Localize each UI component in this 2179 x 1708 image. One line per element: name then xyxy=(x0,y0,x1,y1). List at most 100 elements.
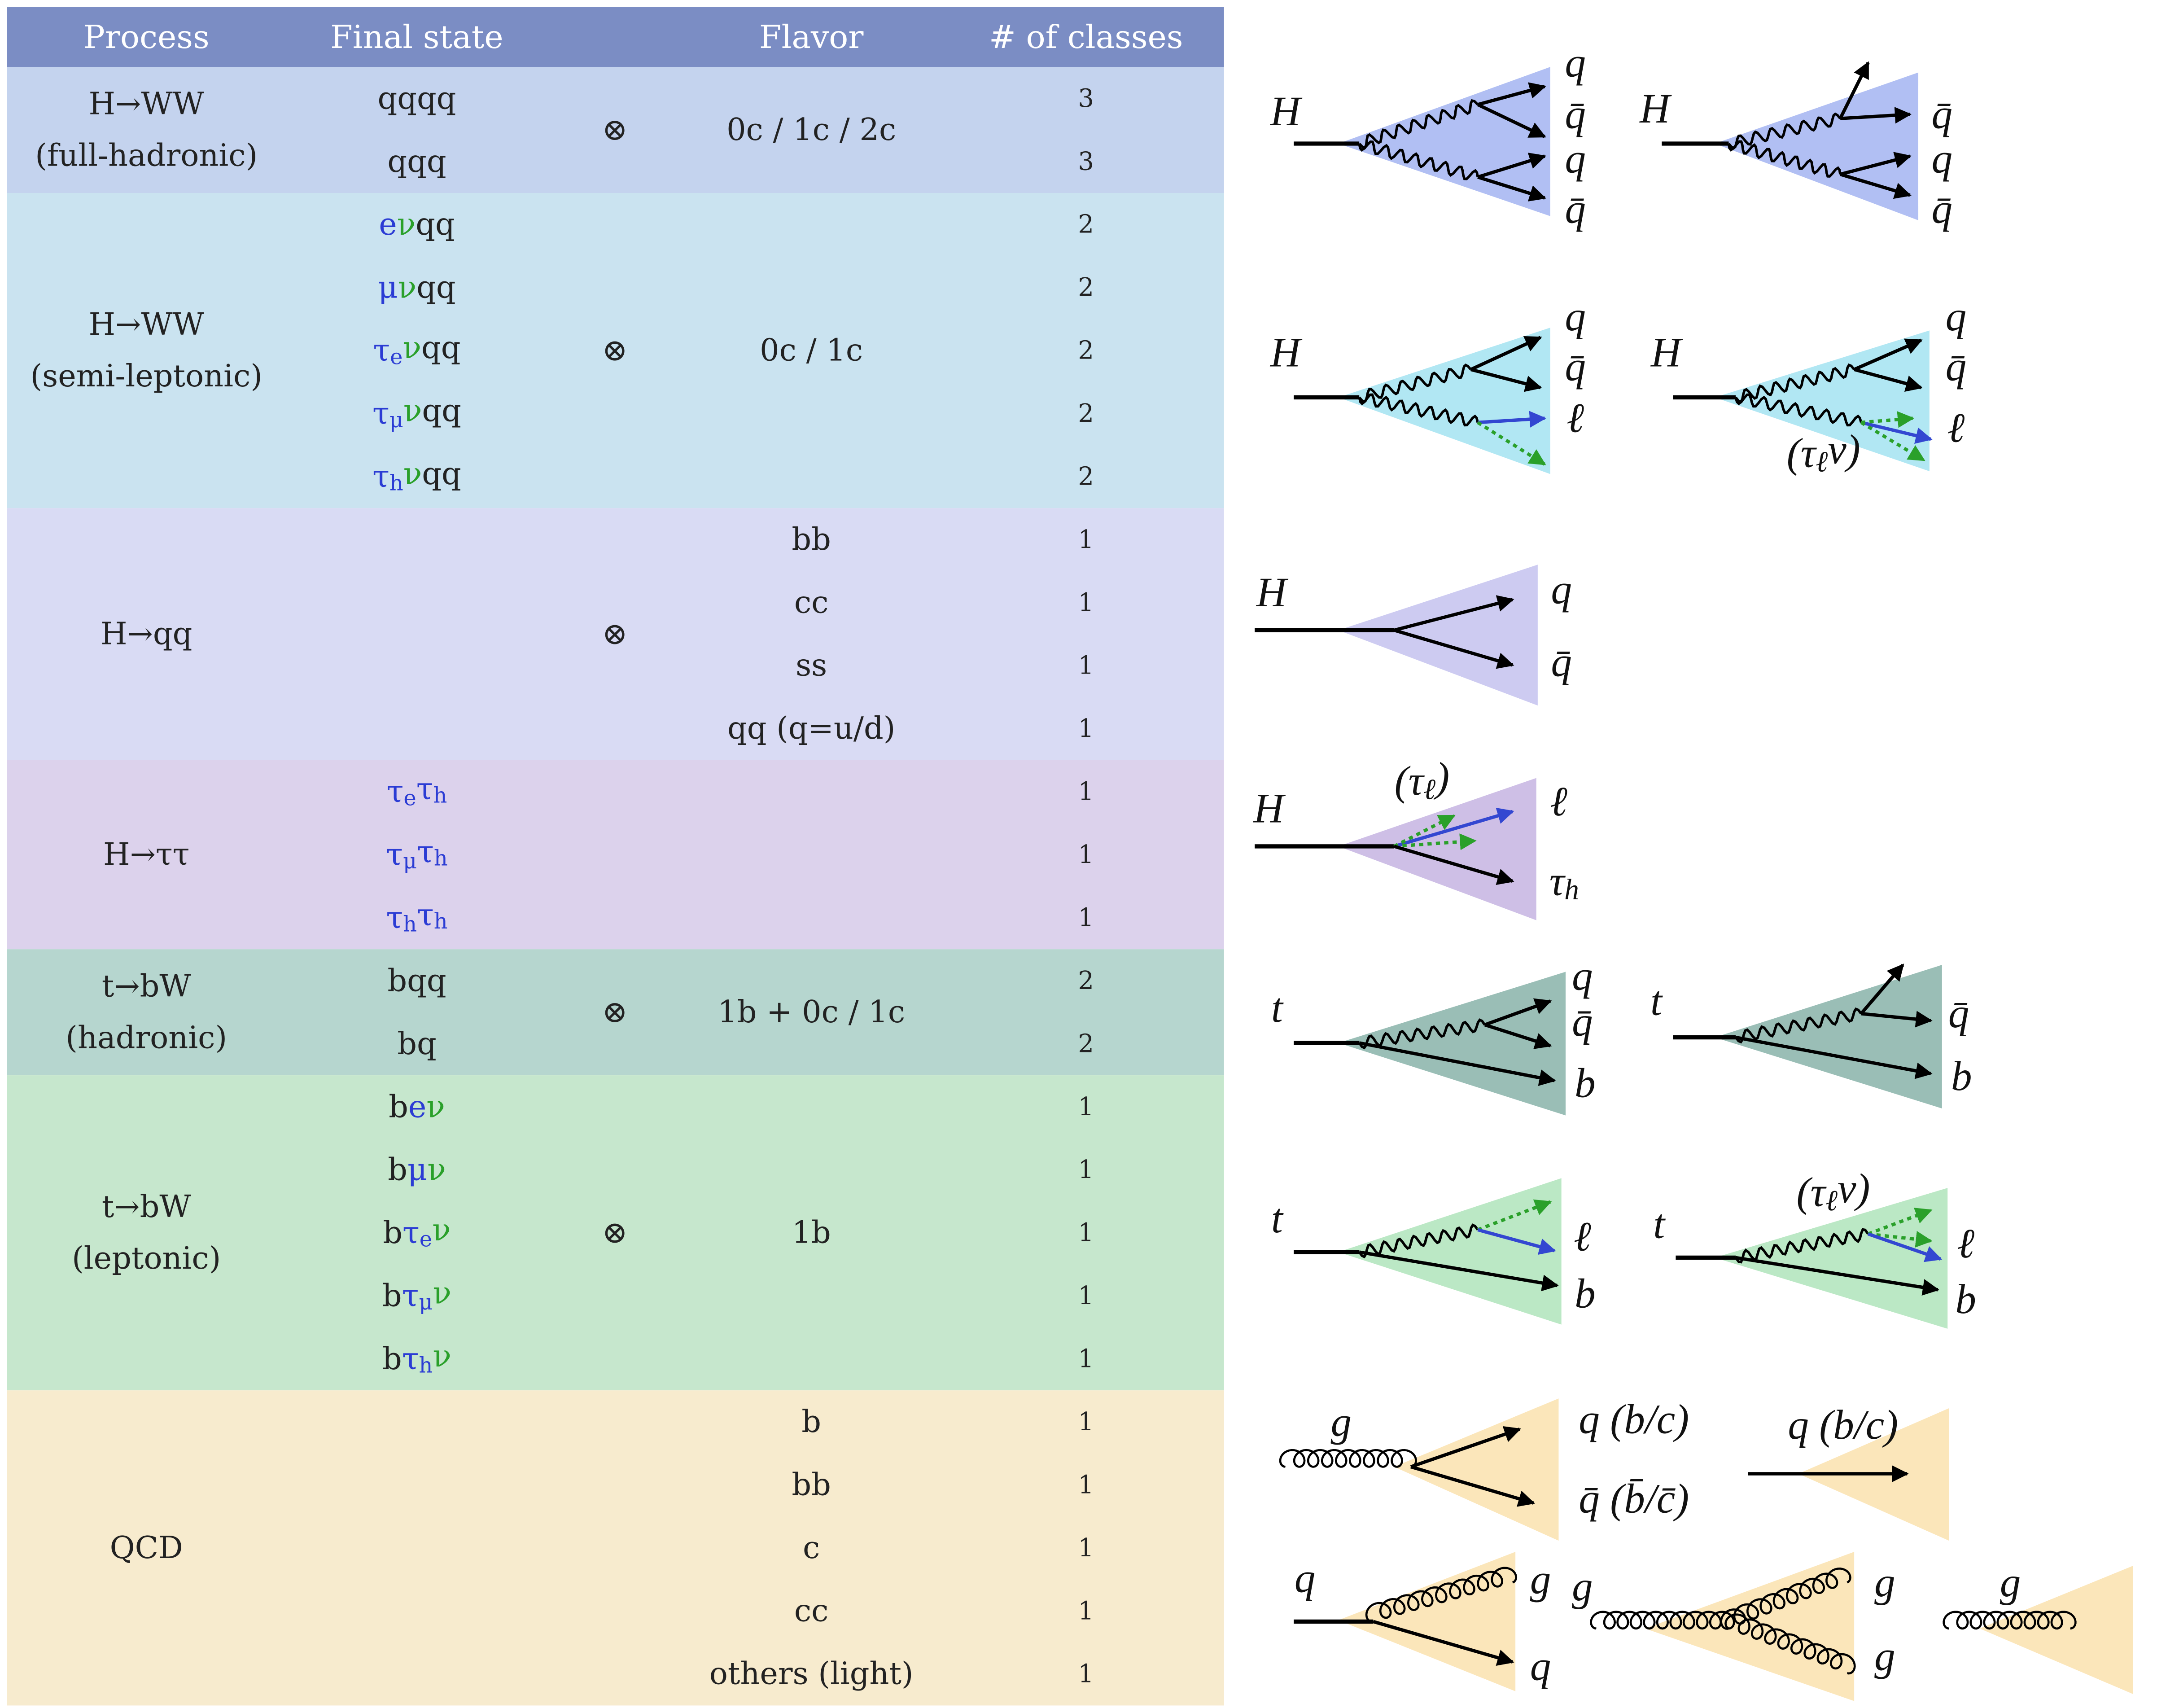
text-segment: ν) xyxy=(1838,1165,1870,1212)
particle-label: b xyxy=(1575,1060,1596,1107)
particle-arrow xyxy=(1477,82,1546,106)
cone xyxy=(1715,330,1930,472)
text-segment: e xyxy=(379,207,397,242)
text-segment: ν xyxy=(433,1338,451,1374)
particle-label: H xyxy=(1639,86,1672,132)
cone xyxy=(1338,1178,1562,1325)
particle-label: ℓ xyxy=(1550,779,1567,825)
particle-label: q xyxy=(1565,293,1586,340)
flavor: bb xyxy=(792,1467,831,1502)
gluon-line xyxy=(1724,1613,1856,1675)
particle-arrow xyxy=(1470,336,1542,371)
flavor: ss xyxy=(796,648,827,683)
text-segment: qqqq xyxy=(377,81,456,116)
otimes: ⊗ xyxy=(602,112,627,148)
text-segment: τ xyxy=(416,771,433,806)
text-segment: τ xyxy=(387,774,404,810)
text-segment: qq xyxy=(416,207,455,242)
text-segment: h xyxy=(434,909,448,934)
text-segment: ℓ xyxy=(1825,1185,1838,1217)
particle-arrow xyxy=(1861,411,1915,428)
particle-label: q xyxy=(1295,1555,1316,1602)
boson-line xyxy=(1734,393,1863,427)
class-count: 1 xyxy=(1078,1218,1094,1248)
final-state: beν xyxy=(389,1089,445,1125)
text-segment: ν xyxy=(403,393,422,429)
boson-line xyxy=(1358,363,1472,403)
particle-label: H xyxy=(1256,569,1289,616)
particle-arrow xyxy=(1735,1256,1940,1296)
particle-arrow xyxy=(1393,628,1514,669)
text-segment: τ xyxy=(417,834,434,870)
particle-label: q (b/c) xyxy=(1788,1402,1898,1448)
particle-arrow xyxy=(1410,1426,1521,1469)
particle-arrow xyxy=(1840,107,1912,124)
final-state: bτμν xyxy=(382,1275,451,1315)
boson-line xyxy=(1358,99,1479,149)
particle-label: q xyxy=(1551,567,1572,613)
process-label: (hadronic) xyxy=(66,1020,227,1056)
text-segment: τ xyxy=(417,897,434,933)
class-count: 2 xyxy=(1078,336,1094,365)
text-segment: τ xyxy=(386,837,403,872)
final-state: bqq xyxy=(387,963,446,999)
class-count: 2 xyxy=(1078,966,1094,995)
text-segment: μ xyxy=(407,1152,427,1187)
class-count: 1 xyxy=(1078,1281,1094,1310)
final-state: qqqq xyxy=(377,81,456,116)
particle-arrow xyxy=(1359,1250,1559,1292)
final-state: eνqq xyxy=(379,207,455,242)
text-segment: h xyxy=(434,846,448,871)
particle-label: q̄ xyxy=(1565,91,1586,137)
text-segment: τ xyxy=(1549,858,1566,904)
process-label: (leptonic) xyxy=(72,1241,221,1276)
gluon-line xyxy=(1590,1611,1735,1630)
particle-arrow xyxy=(1867,1232,1943,1262)
class-count: 2 xyxy=(1078,210,1094,239)
cone xyxy=(1338,778,1536,920)
class-count: 3 xyxy=(1078,147,1094,176)
particle-label: q̄ xyxy=(1932,186,1953,232)
cone xyxy=(1338,972,1566,1116)
final-state: τhτh xyxy=(386,897,447,937)
particle-label: ℓ xyxy=(1957,1221,1974,1267)
boson-line xyxy=(1727,140,1842,178)
particle-label: q̄ xyxy=(1932,91,1953,137)
particle-label: q xyxy=(1530,1643,1551,1689)
text-segment: b xyxy=(389,1089,408,1125)
boson-line xyxy=(1358,1018,1486,1050)
cone xyxy=(1979,1566,2133,1694)
flavor: b xyxy=(801,1404,821,1440)
particle-label: q̄ xyxy=(1565,344,1586,390)
particle-arrow xyxy=(1477,103,1546,138)
boson-line xyxy=(1734,1228,1869,1264)
particle-arrow xyxy=(1359,1041,1556,1086)
particle-arrow xyxy=(1484,998,1552,1027)
particle-label: g xyxy=(1330,1399,1352,1445)
class-count: 1 xyxy=(1078,1533,1094,1563)
boson-line xyxy=(1734,363,1855,403)
boson-line xyxy=(1734,1007,1862,1044)
particle-label: t xyxy=(1271,1196,1284,1242)
flavor: 0c / 1c / 2c xyxy=(726,112,896,148)
particle-label: q xyxy=(1946,293,1967,340)
text-segment: τ xyxy=(402,1341,419,1377)
text-segment: μ xyxy=(389,407,403,432)
text-segment: h xyxy=(419,1353,433,1378)
class-count: 2 xyxy=(1078,399,1094,428)
particle-arrow xyxy=(1867,1208,1933,1236)
otimes: ⊗ xyxy=(602,617,627,652)
text-segment: ν xyxy=(432,1213,451,1248)
process-label: t→bW xyxy=(102,1189,191,1225)
text-segment: e xyxy=(420,1227,432,1252)
particle-label: H xyxy=(1253,786,1286,832)
particle-arrow xyxy=(1861,1011,1933,1028)
particle-label: q̄ xyxy=(1948,990,1969,1037)
particle-label: t xyxy=(1653,1201,1666,1247)
class-count: 1 xyxy=(1078,1470,1094,1499)
boson-line xyxy=(1358,393,1479,427)
text-segment: ν xyxy=(433,1275,452,1311)
particle-label: q̄ xyxy=(1946,344,1967,390)
cone xyxy=(1715,965,1942,1109)
